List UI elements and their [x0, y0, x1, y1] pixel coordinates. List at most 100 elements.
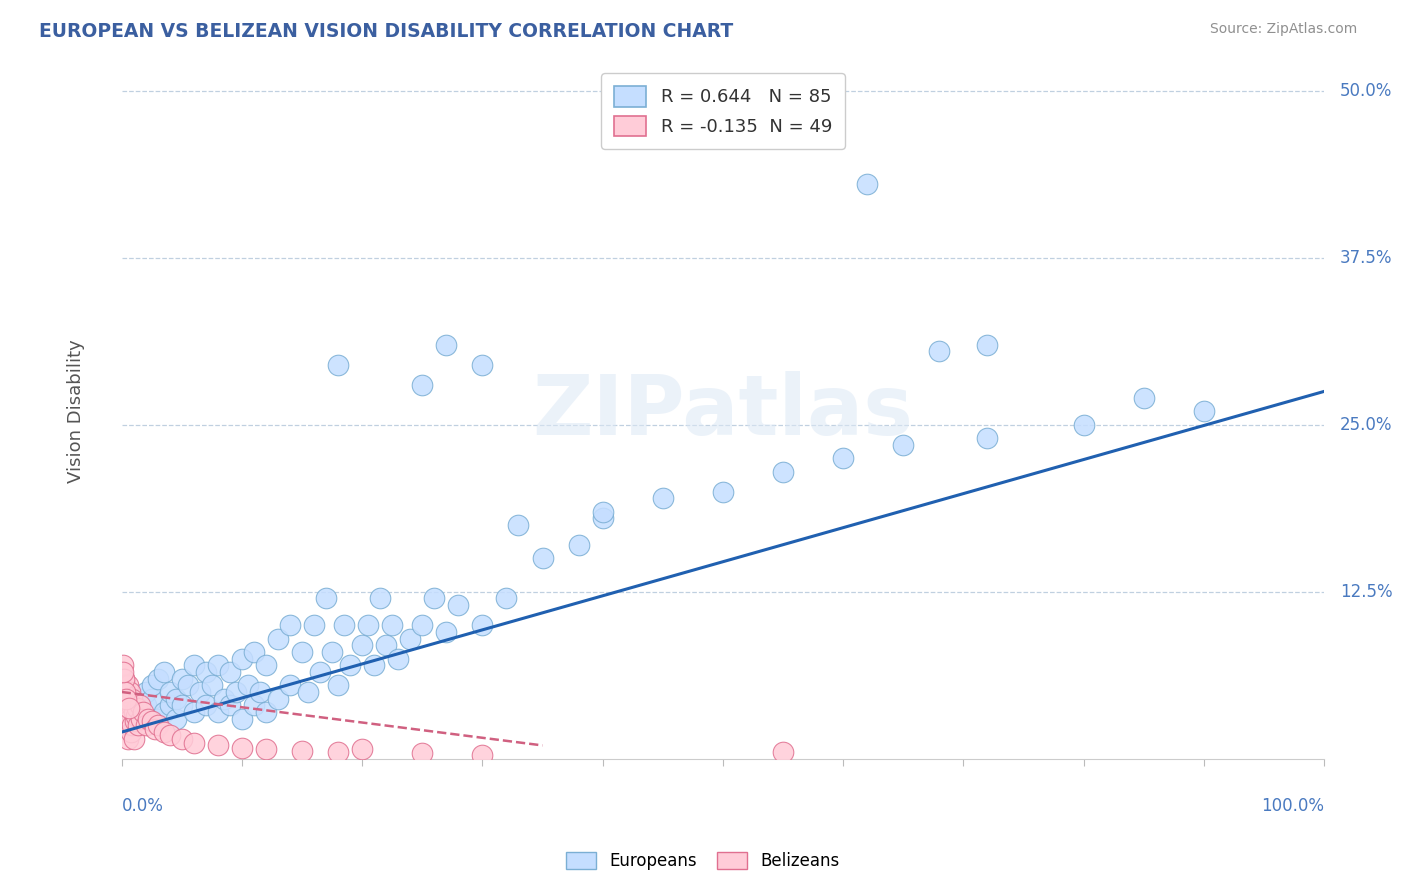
Point — [212, 691, 235, 706]
Point — [183, 736, 205, 750]
Point — [170, 731, 193, 746]
Point — [278, 678, 301, 692]
Point — [194, 698, 217, 713]
Text: Vision Disability: Vision Disability — [67, 340, 84, 483]
Point — [243, 645, 266, 659]
Legend: R = 0.644   N = 85, R = -0.135  N = 49: R = 0.644 N = 85, R = -0.135 N = 49 — [602, 73, 845, 149]
Point — [434, 337, 457, 351]
Point — [115, 691, 138, 706]
Point — [146, 718, 169, 732]
Point — [411, 747, 433, 761]
Point — [471, 747, 494, 762]
Point — [118, 718, 141, 732]
Point — [114, 705, 136, 719]
Point — [165, 691, 187, 706]
Point — [309, 665, 332, 679]
Point — [117, 731, 139, 746]
Point — [218, 698, 240, 713]
Point — [976, 337, 998, 351]
Point — [1073, 417, 1095, 432]
Point — [363, 658, 385, 673]
Point — [115, 718, 138, 732]
Point — [278, 618, 301, 632]
Point — [170, 698, 193, 713]
Point — [321, 645, 343, 659]
Point — [447, 598, 470, 612]
Point — [117, 705, 139, 719]
Point — [231, 651, 253, 665]
Point — [495, 591, 517, 606]
Point — [141, 678, 163, 692]
Point — [165, 712, 187, 726]
Point — [183, 658, 205, 673]
Point — [112, 698, 135, 713]
Point — [411, 618, 433, 632]
Point — [267, 691, 290, 706]
Point — [143, 723, 166, 737]
Point — [132, 705, 155, 719]
Point — [207, 739, 229, 753]
Point — [135, 685, 157, 699]
Point — [249, 685, 271, 699]
Point — [141, 691, 163, 706]
Point — [326, 678, 349, 692]
Text: ZIPatlas: ZIPatlas — [533, 371, 914, 452]
Point — [152, 725, 174, 739]
Point — [128, 705, 150, 719]
Point — [856, 178, 879, 192]
Point — [111, 685, 134, 699]
Point — [254, 742, 277, 756]
Point — [120, 698, 142, 713]
Point — [254, 658, 277, 673]
Point — [114, 685, 136, 699]
Point — [254, 705, 277, 719]
Point — [159, 698, 181, 713]
Point — [891, 438, 914, 452]
Point — [508, 518, 530, 533]
Point — [152, 705, 174, 719]
Point — [127, 701, 149, 715]
Point — [471, 358, 494, 372]
Point — [326, 358, 349, 372]
Point — [339, 658, 361, 673]
Point — [711, 484, 734, 499]
Point — [121, 718, 143, 732]
Point — [411, 377, 433, 392]
Point — [146, 672, 169, 686]
Text: Source: ZipAtlas.com: Source: ZipAtlas.com — [1209, 22, 1357, 37]
Point — [183, 705, 205, 719]
Point — [423, 591, 446, 606]
Point — [118, 691, 141, 706]
Point — [231, 741, 253, 756]
Point — [352, 742, 374, 756]
Point — [375, 638, 398, 652]
Point — [471, 618, 494, 632]
Point — [114, 678, 136, 692]
Point — [159, 728, 181, 742]
Point — [381, 618, 404, 632]
Point — [121, 691, 143, 706]
Text: 37.5%: 37.5% — [1340, 249, 1392, 267]
Point — [115, 691, 138, 706]
Point — [297, 685, 319, 699]
Point — [159, 685, 181, 699]
Point — [315, 591, 337, 606]
Point — [117, 712, 139, 726]
Text: 0.0%: 0.0% — [122, 797, 163, 815]
Point — [326, 745, 349, 759]
Point — [122, 698, 145, 713]
Point — [188, 685, 211, 699]
Point — [291, 645, 314, 659]
Point — [772, 465, 794, 479]
Text: 100.0%: 100.0% — [1261, 797, 1324, 815]
Point — [122, 731, 145, 746]
Point — [368, 591, 391, 606]
Point — [152, 665, 174, 679]
Point — [333, 618, 356, 632]
Point — [170, 672, 193, 686]
Point — [399, 632, 422, 646]
Point — [291, 744, 314, 758]
Point — [352, 638, 374, 652]
Point — [120, 698, 142, 713]
Point — [832, 451, 855, 466]
